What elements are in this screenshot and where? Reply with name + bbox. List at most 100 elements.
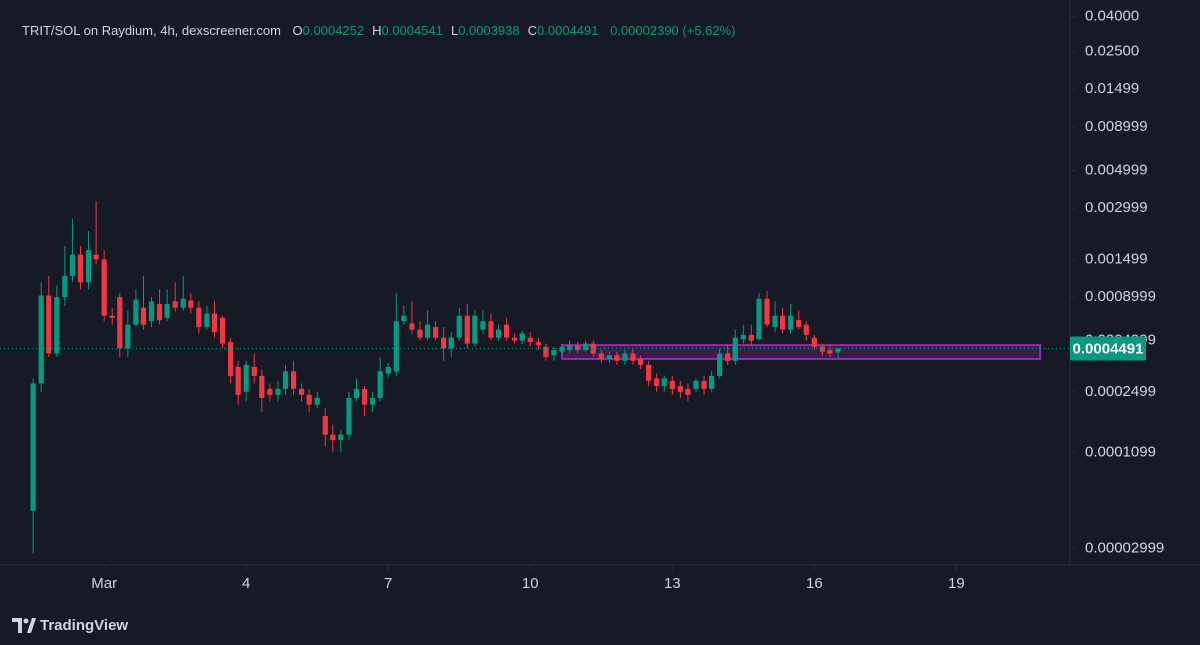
x-tick-label: 19: [948, 575, 965, 592]
candle-body: [133, 299, 139, 325]
candle-body: [156, 304, 163, 321]
candle-body: [77, 254, 84, 283]
x-tick-label: 13: [664, 575, 681, 592]
y-tick-label: 0.0008999: [1085, 288, 1156, 305]
candle-body: [661, 378, 667, 387]
symbol: TRIT/SOL on Raydium, 4h, dexscreener.com: [22, 23, 281, 38]
x-tick-label: 7: [384, 575, 392, 592]
y-tick-label: 0.00002999: [1085, 540, 1164, 557]
candle-body: [38, 295, 44, 384]
candle-body: [788, 315, 794, 330]
x-tick-label: 16: [806, 575, 823, 592]
candle-body: [677, 386, 683, 392]
candle-body: [488, 321, 494, 338]
candle-body: [527, 337, 533, 343]
candle-body: [227, 342, 234, 376]
candle-body: [543, 346, 549, 358]
candle-body: [196, 307, 202, 328]
candle-body: [385, 366, 391, 374]
y-tick-label: 0.02500: [1085, 42, 1139, 59]
last-price-tag: [1070, 336, 1146, 361]
y-tick-label: 0.0001099: [1085, 444, 1156, 461]
candle-body: [401, 315, 407, 322]
candle-body: [172, 301, 178, 308]
candle-body: [772, 315, 778, 328]
candle-body: [432, 327, 439, 338]
candle-body: [54, 297, 60, 354]
candle-body: [211, 313, 218, 333]
candle-body: [464, 315, 470, 344]
candle-body: [780, 315, 786, 330]
candle-body: [298, 388, 305, 395]
candle-body: [701, 380, 707, 389]
candle-body: [646, 364, 652, 381]
candle-body: [559, 346, 565, 352]
candle-body: [811, 337, 817, 347]
candle-body: [590, 343, 596, 354]
candle-body: [456, 315, 462, 338]
ohlc-value: 0.0004491: [537, 23, 599, 38]
candle-body: [93, 254, 99, 260]
candle-body: [267, 388, 273, 395]
candle-body: [637, 358, 644, 365]
plot-area: [0, 201, 1070, 554]
candle-body: [235, 366, 241, 395]
last-price-label: 0.0004491: [1073, 340, 1144, 357]
candle-body: [503, 324, 510, 338]
candle-body: [30, 383, 36, 511]
ohlc-value: 0.0003938: [458, 23, 520, 38]
candle-body: [748, 334, 754, 341]
x-tick-label: 4: [242, 575, 250, 592]
ohlc-label: C: [527, 23, 538, 38]
candle-body: [393, 321, 399, 372]
candle-body: [275, 388, 281, 395]
candle-body: [740, 334, 746, 340]
candle-body: [306, 394, 312, 405]
candle-body: [259, 375, 265, 398]
candle-body: [46, 295, 52, 354]
candle-body: [630, 353, 636, 361]
candle-body: [140, 307, 147, 325]
candle-body: [180, 298, 186, 308]
candle-body: [796, 320, 802, 328]
candle-body: [566, 345, 573, 351]
candle-body: [819, 346, 825, 352]
candle-body: [551, 350, 557, 356]
candle-body: [598, 353, 604, 359]
candle-body: [622, 353, 628, 361]
candle-body: [725, 353, 731, 361]
ohlc-label: H: [372, 23, 382, 38]
candle-body: [685, 388, 691, 395]
candle-body: [756, 298, 762, 340]
candle-body: [109, 315, 115, 318]
candle-body: [417, 329, 423, 338]
candle-body: [606, 355, 612, 359]
candle-body: [62, 275, 68, 298]
candle-body: [314, 397, 320, 405]
candle-body: [117, 297, 123, 349]
candle-body: [441, 337, 447, 349]
candle-body: [290, 371, 297, 389]
candle-body: [512, 337, 518, 341]
candle-body: [669, 380, 675, 389]
candle-body: [219, 317, 226, 344]
candle-body: [322, 416, 328, 435]
candle-body: [85, 250, 92, 283]
candle-body: [346, 397, 352, 435]
candle-body: [243, 364, 249, 392]
ohlc-value: 0.0004252: [302, 23, 365, 38]
x-tick-label: Mar: [91, 575, 117, 592]
y-tick-label: 0.0002499: [1085, 383, 1156, 400]
ohlc-label: L: [450, 23, 459, 38]
candle-body: [583, 343, 589, 351]
candle-body: [69, 254, 76, 276]
y-tick-label: 0.04000: [1085, 8, 1139, 25]
candle-body: [164, 304, 170, 318]
candle-body: [575, 345, 581, 351]
logo-mark: [23, 618, 29, 624]
candle-body: [282, 371, 289, 389]
candle-body: [614, 355, 620, 361]
candle-body: [377, 371, 383, 398]
